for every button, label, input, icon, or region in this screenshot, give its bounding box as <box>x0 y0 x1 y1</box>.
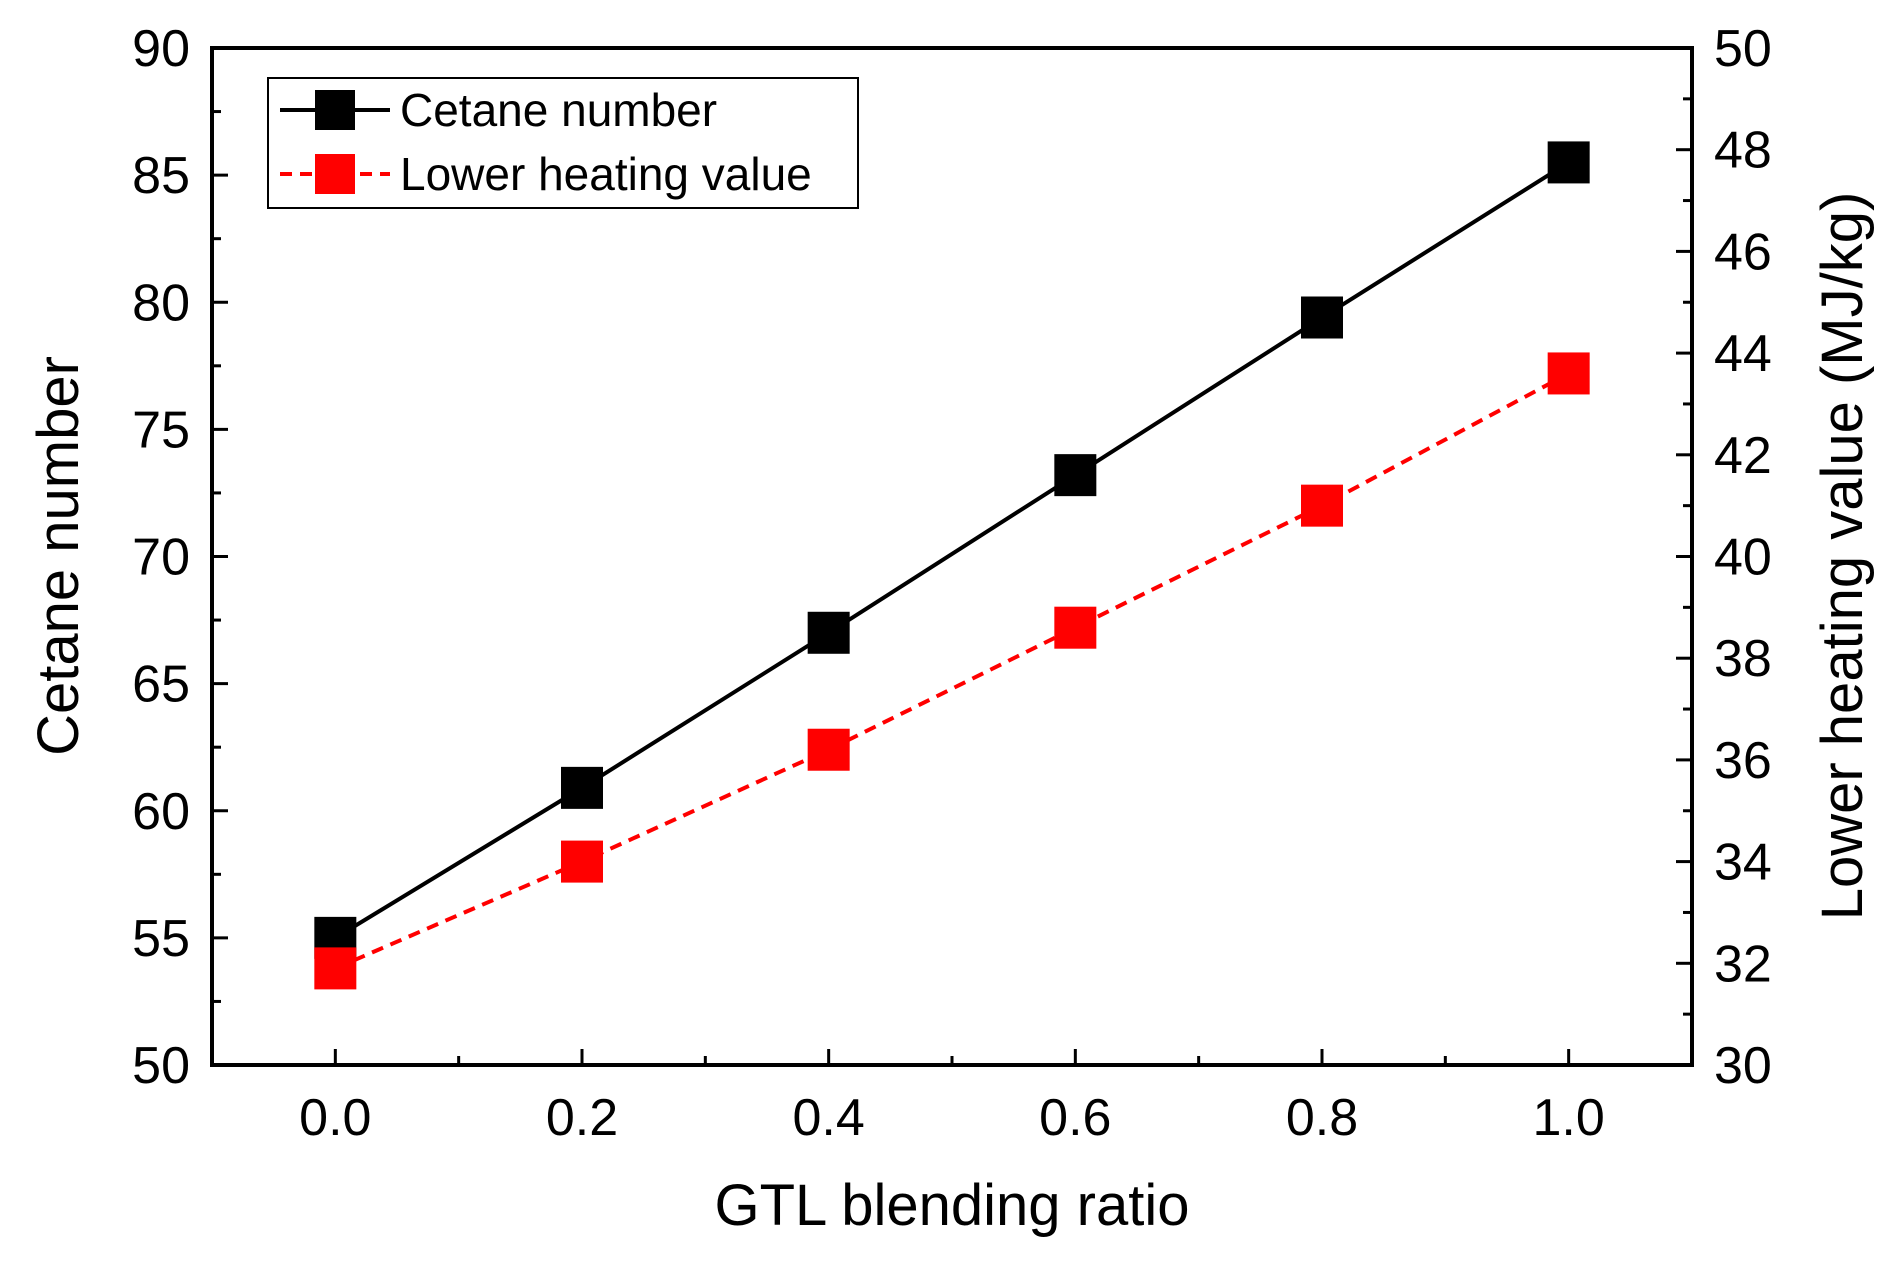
y-tick-label: 55 <box>132 910 190 968</box>
y2-axis-title: Lower heating value (MJ/kg) <box>1810 192 1875 921</box>
data-point-cetane-number <box>1054 454 1097 497</box>
y2-tick-label: 32 <box>1714 935 1772 993</box>
legend: Cetane number Lower heating value <box>267 77 859 209</box>
y-tick-label: 65 <box>132 656 190 714</box>
x-tick-label: 0.2 <box>546 1089 618 1147</box>
y-tick-label: 80 <box>132 274 190 332</box>
y2-tick-label: 44 <box>1714 325 1772 383</box>
y-tick-label: 50 <box>132 1037 190 1095</box>
y-axis-title: Cetane number <box>26 356 91 756</box>
data-point-cetane-number <box>807 611 850 654</box>
data-point-cetane-number <box>561 766 603 809</box>
axis-tick-labels: 0.0 0.2 0.4 0.6 0.8 1.0 50 55 60 65 70 75 80 85 90 30 32… <box>132 20 1772 1147</box>
data-point-cetane-number <box>1301 296 1343 339</box>
y2-tick-label: 50 <box>1714 20 1772 78</box>
y2-tick-label: 40 <box>1714 529 1772 587</box>
y2-tick-label: 48 <box>1714 122 1772 180</box>
legend-marker-cetane-number <box>315 90 355 130</box>
data-point-lower-heating-value <box>1547 352 1590 395</box>
y-tick-label: 70 <box>132 529 190 587</box>
x-tick-label: 0.6 <box>1039 1089 1111 1147</box>
legend-box <box>267 77 859 209</box>
x-tick-label: 0.0 <box>299 1089 371 1147</box>
legend-label-cetane-number: Cetane number <box>400 84 717 136</box>
x-axis-title: GTL blending ratio <box>714 1173 1189 1238</box>
series-layer <box>314 141 1590 990</box>
data-point-lower-heating-value <box>1301 484 1343 527</box>
legend-label-lower-heating-value: Lower heating value <box>400 148 812 200</box>
series-line-cetane-number <box>334 160 1570 940</box>
axis-ticks <box>210 46 1694 1067</box>
x-tick-label: 1.0 <box>1533 1089 1605 1147</box>
data-point-lower-heating-value <box>561 840 603 883</box>
y-tick-label: 75 <box>132 401 190 459</box>
series-line-lower-heating-value <box>334 371 1570 971</box>
y2-tick-label: 30 <box>1714 1037 1772 1095</box>
legend-marker-lower-heating-value <box>315 154 355 194</box>
y-tick-label: 90 <box>132 20 190 78</box>
data-point-lower-heating-value <box>314 947 357 990</box>
y2-tick-label: 34 <box>1714 834 1772 892</box>
y-tick-label: 60 <box>132 783 190 841</box>
x-tick-label: 0.4 <box>793 1089 865 1147</box>
data-point-lower-heating-value <box>807 728 850 771</box>
y2-tick-label: 42 <box>1714 427 1772 485</box>
y2-tick-label: 38 <box>1714 630 1772 688</box>
y2-tick-label: 36 <box>1714 732 1772 790</box>
x-tick-label: 0.8 <box>1286 1089 1358 1147</box>
data-point-lower-heating-value <box>1054 606 1097 649</box>
y2-tick-label: 46 <box>1714 223 1772 281</box>
data-point-cetane-number <box>1547 141 1590 184</box>
y-tick-label: 85 <box>132 147 190 205</box>
